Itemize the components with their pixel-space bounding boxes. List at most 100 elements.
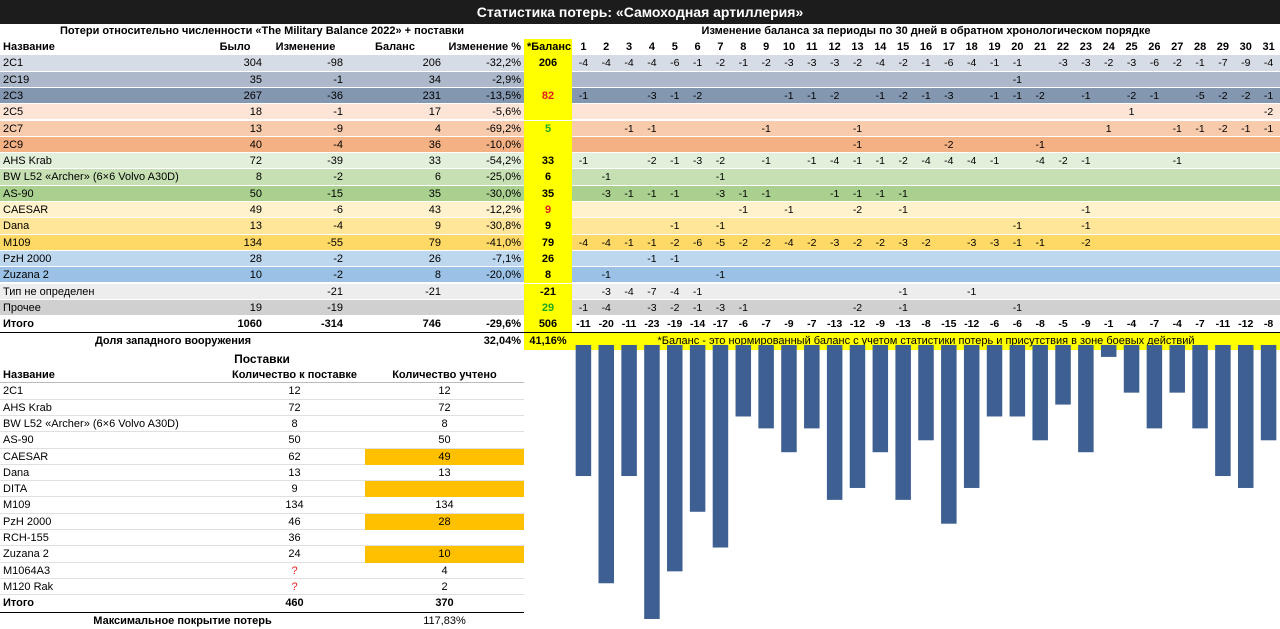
- row-change-pct: [444, 300, 524, 316]
- period-total-cell: -4: [1126, 318, 1137, 331]
- period-loss-cell: -1: [601, 171, 611, 184]
- period-loss-cell: [1143, 72, 1166, 88]
- period-loss-cell: -3: [647, 301, 657, 314]
- period-loss-cell: -3: [967, 236, 977, 249]
- period-loss-cell: [1166, 218, 1189, 234]
- period-loss-cell: [937, 235, 960, 251]
- period-loss-cell: [846, 251, 869, 267]
- period-loss-cell: -1: [670, 252, 680, 265]
- period-loss-cell: [755, 218, 778, 234]
- period-loss-cell: [1257, 169, 1280, 185]
- total-change-pct: -29,6%: [486, 318, 521, 331]
- period-loss-cell: [572, 251, 595, 267]
- supplies-header-planned: Количество к поставке: [232, 369, 357, 381]
- period-loss-cell: [892, 104, 915, 120]
- row-change-pct: -54,2%: [486, 155, 521, 168]
- row-name: 2С7: [3, 122, 24, 135]
- period-loss-cell: [663, 121, 686, 137]
- chart-bar: [963, 345, 980, 488]
- period-loss-cell: [960, 104, 983, 120]
- period-loss-cell: [1097, 300, 1120, 316]
- period-loss-cell: [1074, 137, 1097, 153]
- period-loss-cell: [915, 104, 938, 120]
- period-loss-cell: -2: [1241, 89, 1251, 102]
- period-loss-cell: [869, 218, 892, 234]
- row-was: 40: [249, 138, 262, 151]
- period-loss-cell: [869, 104, 892, 120]
- period-loss-cell: [1029, 121, 1052, 137]
- period-loss-cell: [595, 121, 618, 137]
- row-name: 2С1: [3, 57, 24, 70]
- period-loss-cell: [1029, 202, 1052, 218]
- period-loss-cell: -1: [1263, 122, 1274, 135]
- period-loss-cell: [709, 251, 732, 267]
- period-loss-cell: -2: [738, 236, 748, 249]
- period-loss-cell: [1166, 284, 1189, 300]
- period-loss-cell: [1006, 284, 1029, 300]
- period-loss-cell: [1212, 284, 1235, 300]
- period-loss-cell: -1: [784, 204, 794, 216]
- period-loss-cell: [960, 186, 983, 202]
- supply-counted: 10: [365, 546, 524, 563]
- period-loss-cell: -1: [921, 57, 931, 70]
- period-loss-cell: [1212, 186, 1235, 202]
- divider: [0, 561, 524, 563]
- period-loss-cell: [915, 121, 938, 137]
- period-loss-cell: [755, 284, 778, 300]
- coverage-label: Максимальное покрытие потерь: [93, 614, 272, 627]
- period-loss-cell: -3: [807, 57, 817, 70]
- chart-bar: [1146, 345, 1163, 429]
- row-was: 50: [249, 187, 262, 200]
- period-loss-cell: [1006, 267, 1029, 283]
- period-loss-cell: -2: [715, 57, 726, 70]
- supply-counted: 8: [441, 417, 448, 430]
- period-loss-cell: [937, 72, 960, 88]
- period-loss-cell: -1: [624, 122, 634, 135]
- total-label: Итого: [3, 318, 35, 331]
- period-loss-cell: [983, 251, 1006, 267]
- table-row: [0, 283, 1280, 300]
- row-change-pct: -30,8%: [486, 220, 521, 233]
- supply-name: M109: [3, 499, 31, 512]
- supply-counted: 12: [438, 385, 451, 398]
- period-loss-cell: [1120, 218, 1143, 234]
- period-loss-cell: [1052, 169, 1075, 185]
- period-loss-cell: -1: [1035, 236, 1045, 249]
- supply-planned: 46: [288, 515, 301, 528]
- period-loss-cell: -4: [647, 57, 657, 70]
- row-norm-balance: 5: [524, 120, 572, 137]
- period-loss-cell: -3: [1058, 57, 1068, 70]
- period-loss-cell: [1234, 169, 1257, 185]
- period-loss-cell: [1166, 300, 1189, 316]
- period-loss-cell: [937, 300, 960, 316]
- period-loss-cell: [960, 300, 983, 316]
- period-loss-cell: -4: [1263, 57, 1274, 70]
- period-loss-cell: -1: [578, 155, 589, 168]
- period-loss-cell: [1120, 153, 1143, 169]
- period-loss-cell: [1052, 267, 1075, 283]
- period-loss-cell: -1: [578, 89, 589, 102]
- period-loss-cell: -7: [647, 285, 657, 298]
- period-loss-cell: -6: [670, 57, 680, 70]
- row-change: -19: [327, 301, 343, 314]
- row-change-pct: [444, 284, 524, 300]
- row-balance: 33: [428, 155, 441, 168]
- row-change: -6: [333, 204, 343, 216]
- period-loss-cell: [1143, 235, 1166, 251]
- period-loss-cell: [641, 218, 664, 234]
- period-header: 11: [805, 41, 818, 53]
- period-loss-cell: -3: [1081, 57, 1091, 70]
- row-change: -2: [333, 269, 343, 282]
- period-loss-cell: [778, 104, 801, 120]
- row-norm-balance: 35: [524, 185, 572, 202]
- period-loss-cell: [618, 300, 641, 316]
- period-loss-cell: -1: [852, 155, 863, 168]
- row-change-pct: -30,0%: [486, 187, 521, 200]
- table-row: [0, 120, 1280, 137]
- period-loss-cell: -1: [670, 155, 680, 168]
- row-change: -9: [333, 122, 343, 135]
- divider: [0, 463, 524, 465]
- period-loss-cell: [641, 104, 664, 120]
- period-loss-cell: [595, 72, 618, 88]
- row-balance: 17: [428, 106, 441, 119]
